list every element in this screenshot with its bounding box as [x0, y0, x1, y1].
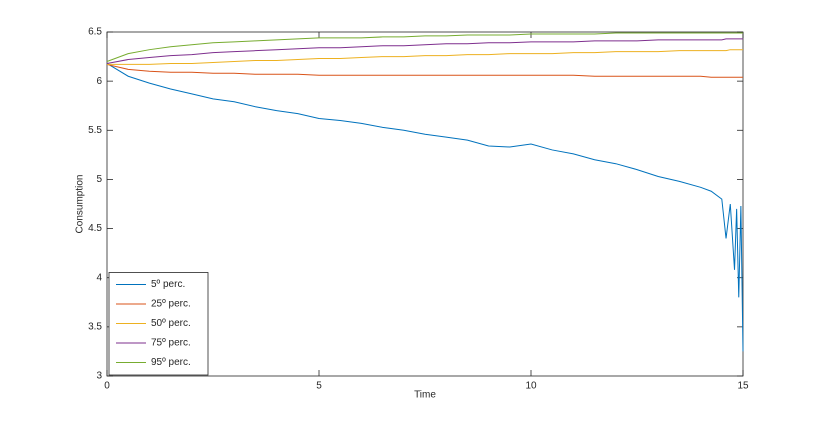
y-tick-label: 3.5 [88, 321, 102, 332]
legend: 5º perc. 25º perc. 50º perc. 75º perc. 95º p… [108, 272, 209, 376]
y-tick-label: 6.5 [88, 27, 102, 38]
x-tick-label: 5 [316, 381, 322, 392]
series-line [107, 49, 743, 65]
series-line [106, 63, 744, 352]
series-line [106, 63, 743, 78]
x-tick-label: 0 [104, 381, 110, 392]
x-tick-label: 15 [737, 381, 749, 392]
legend-label: 25º perc. [151, 299, 191, 310]
plot-box [106, 31, 744, 377]
y-tick-label: 3 [96, 371, 102, 382]
x-axis-label: Time [414, 390, 436, 401]
y-tick-label: 5.5 [88, 125, 102, 136]
legend-label: 75º perc. [151, 338, 191, 349]
y-tick-label: 4 [96, 272, 102, 283]
legend-label: 5º perc. [151, 279, 185, 290]
x-tick-label: 10 [525, 381, 537, 392]
series-line [106, 32, 743, 62]
y-tick-label: 5 [96, 174, 102, 185]
y-axis-label: Consumption [75, 175, 86, 234]
y-tick-label: 4.5 [88, 223, 102, 234]
legend-label: 95º perc. [151, 357, 191, 368]
legend-label: 50º perc. [151, 318, 191, 329]
series-line [106, 38, 743, 64]
y-tick-label: 6 [96, 76, 102, 87]
